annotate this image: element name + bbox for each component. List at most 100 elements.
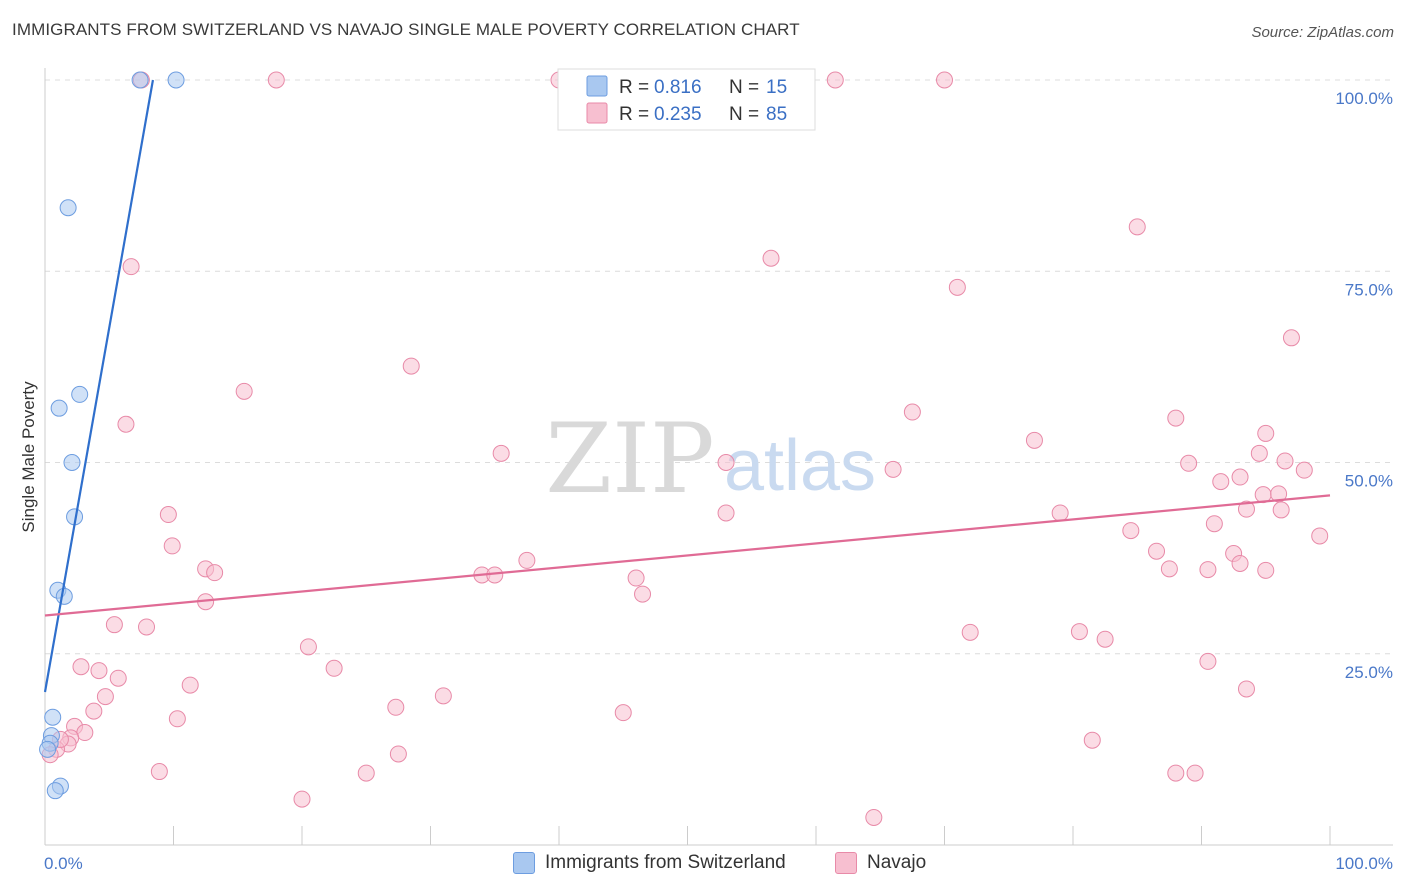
point-navajo xyxy=(614,704,632,722)
point-navajo xyxy=(1199,561,1217,579)
point-navajo xyxy=(434,687,452,705)
legend-swatch-switzerland xyxy=(513,852,535,874)
point-switzerland xyxy=(50,399,68,417)
point-navajo xyxy=(1272,501,1290,519)
point-navajo xyxy=(634,585,652,603)
y-tick-label: 50.0% xyxy=(1345,472,1393,491)
legend-label-switzerland: Immigrants from Switzerland xyxy=(545,852,786,873)
legend-label-navajo: Navajo xyxy=(867,852,927,873)
point-navajo xyxy=(117,415,135,433)
watermark-zip: ZIP xyxy=(545,403,714,515)
point-navajo xyxy=(1237,680,1255,698)
point-navajo xyxy=(1167,409,1185,427)
point-navajo xyxy=(1148,542,1166,560)
point-navajo xyxy=(1237,500,1255,518)
legend-r-label: R = xyxy=(619,104,649,125)
legend-item-switzerland[interactable]: Immigrants from Switzerland xyxy=(513,852,786,874)
point-switzerland xyxy=(63,454,81,471)
point-navajo xyxy=(1199,652,1217,670)
point-navajo xyxy=(1257,561,1275,579)
chart-title: IMMIGRANTS FROM SWITZERLAND VS NAVAJO SI… xyxy=(12,20,800,39)
point-navajo xyxy=(267,71,285,89)
point-navajo xyxy=(181,676,199,694)
legend-n-label: N = xyxy=(729,104,759,125)
y-tick-label: 25.0% xyxy=(1345,663,1393,682)
legend-n-value: 85 xyxy=(766,104,787,125)
point-navajo xyxy=(168,710,186,728)
point-navajo xyxy=(1167,764,1185,782)
point-navajo xyxy=(826,71,844,89)
point-navajo xyxy=(1160,560,1178,578)
point-navajo xyxy=(96,688,114,706)
legend-r-value: 0.816 xyxy=(654,77,702,98)
watermark-atlas: atlas xyxy=(724,426,876,506)
point-navajo xyxy=(1122,522,1140,540)
point-navajo xyxy=(1311,527,1329,545)
point-navajo xyxy=(1051,504,1069,522)
point-navajo xyxy=(518,551,536,569)
point-navajo xyxy=(1282,329,1300,347)
point-navajo xyxy=(903,403,921,421)
legend-item-navajo[interactable]: Navajo xyxy=(835,852,926,874)
point-navajo xyxy=(85,702,103,720)
point-navajo xyxy=(1276,452,1294,470)
point-navajo xyxy=(389,745,407,763)
legend-swatch-navajo xyxy=(835,852,857,874)
point-switzerland xyxy=(46,782,64,800)
point-navajo xyxy=(293,790,311,808)
watermark: ZIP atlas xyxy=(545,403,876,515)
point-navajo xyxy=(1250,444,1268,462)
y-tick-label: 100.0% xyxy=(1335,89,1393,108)
point-navajo xyxy=(325,659,343,677)
y-tick-labels: 25.0% 50.0% 75.0% 100.0% xyxy=(1335,89,1393,682)
point-navajo xyxy=(138,618,156,636)
point-navajo xyxy=(1180,454,1198,472)
axes xyxy=(44,68,1393,846)
y-axis-label: Single Male Poverty xyxy=(19,381,38,533)
point-switzerland xyxy=(44,708,62,726)
point-navajo xyxy=(936,71,953,89)
point-navajo xyxy=(1186,764,1204,782)
grid-lines xyxy=(45,79,1393,655)
trend-line-navajo xyxy=(44,494,1331,617)
point-navajo xyxy=(109,669,127,687)
point-navajo xyxy=(865,808,883,826)
point-switzerland xyxy=(131,71,149,89)
series-switzerland xyxy=(39,71,185,800)
point-navajo xyxy=(1212,473,1230,491)
point-navajo xyxy=(627,569,645,587)
point-navajo xyxy=(1025,431,1043,449)
point-switzerland xyxy=(39,740,57,758)
point-navajo xyxy=(76,724,94,742)
y-tick-label: 75.0% xyxy=(1345,280,1393,299)
point-navajo xyxy=(1295,461,1313,479)
legend-r-label: R = xyxy=(619,77,649,98)
legend-swatch-switzerland xyxy=(586,75,608,97)
legend-n-value: 15 xyxy=(766,77,787,98)
legend-n-label: N = xyxy=(729,77,759,98)
point-navajo xyxy=(72,658,90,676)
point-navajo xyxy=(492,444,510,462)
point-navajo xyxy=(884,460,902,478)
point-navajo xyxy=(163,537,181,555)
point-navajo xyxy=(1257,424,1275,442)
trend-line-switzerland xyxy=(43,79,155,693)
correlation-legend: R = 0.816 N = 15 R = 0.235 N = 85 xyxy=(557,68,816,131)
point-navajo xyxy=(387,698,405,716)
legend-r-value: 0.235 xyxy=(654,104,702,125)
point-switzerland xyxy=(71,385,89,403)
point-navajo xyxy=(206,564,224,582)
point-navajo xyxy=(150,763,168,781)
point-navajo xyxy=(1205,515,1223,533)
point-switzerland xyxy=(59,199,77,217)
point-navajo xyxy=(235,382,253,400)
point-navajo xyxy=(90,662,108,680)
point-navajo xyxy=(1096,630,1114,648)
source-credit: Source: ZipAtlas.com xyxy=(1251,24,1394,41)
trend-lines xyxy=(43,79,1331,693)
point-navajo xyxy=(1128,218,1146,236)
point-navajo xyxy=(1231,554,1249,572)
point-navajo xyxy=(717,454,735,471)
point-navajo xyxy=(105,616,123,634)
